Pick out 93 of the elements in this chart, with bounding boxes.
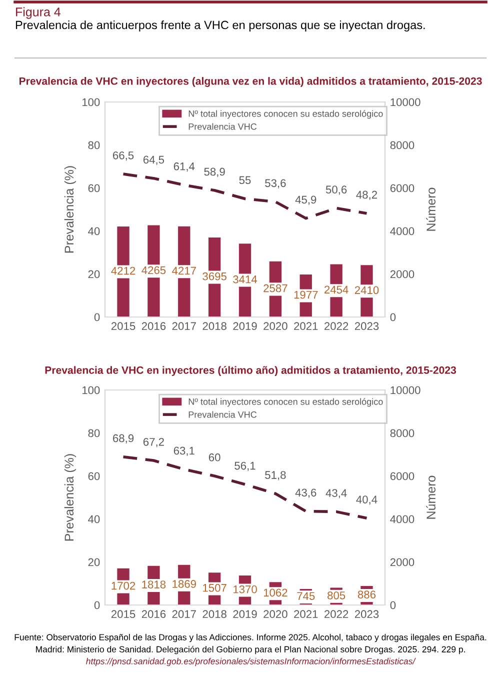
text: Madrid: Ministerio de Sanidad. Delegación del Gobierno para el Plan Nacional sobre Drogas. 2025. 294. 229 p. [36, 646, 465, 654]
y2-tick-label: 4000 [390, 515, 414, 524]
data-label: 1062 [264, 588, 288, 597]
y2-tick-label: 0 [390, 313, 396, 322]
data-label: 1977 [294, 290, 318, 299]
data-label: 1702 [112, 582, 136, 590]
text: https://pnsd.sanidad.gob.es/profesionales/sistemasInformacion/informesEstadisticas/ [86, 658, 416, 666]
legend-label: Prevalencia VHC [188, 123, 257, 130]
y2-tick-label: 8000 [390, 429, 414, 438]
x-tick-label: 2017 [172, 322, 196, 330]
data-label: 4265 [142, 266, 166, 274]
data-label: 43,6 [295, 488, 316, 498]
legend-label: Nº total inyectores conocen su estado serológico [188, 110, 383, 119]
x-tick-label: 2020 [264, 322, 288, 330]
y2-tick-label: 10000 [390, 386, 420, 394]
source-note: Fuente: Observatorio Español de las Drogas y las Adicciones. Informe 2025. Alcohol, tabaco y drogas ilegales en España. [14, 634, 486, 642]
x-tick-label: 2022 [324, 322, 348, 330]
y-tick-label: 20 [88, 558, 100, 566]
y2-tick-label: 4000 [390, 227, 414, 236]
y-tick-label: 20 [88, 270, 100, 278]
y2-axis-title: Número [426, 476, 436, 519]
x-tick-label: 2016 [142, 322, 166, 330]
x-tick-label: 2023 [354, 610, 379, 618]
data-label: 745 [297, 592, 315, 600]
x-tick-label: 2016 [142, 610, 166, 618]
data-label: 2587 [264, 284, 288, 292]
data-label: 67,2 [143, 438, 164, 448]
y-tick-label: 40 [88, 515, 100, 524]
text: Figura 4 [16, 7, 60, 19]
y-axis-title: Prevalencia (%) [64, 454, 76, 541]
y2-tick-label: 2000 [390, 558, 414, 566]
y-tick-label: 100 [82, 98, 100, 106]
x-tick-label: 2021 [294, 610, 318, 618]
x-tick-label: 2023 [354, 322, 379, 330]
data-label: 3414 [233, 275, 258, 284]
y-tick-label: 100 [82, 386, 100, 394]
y-tick-label: 60 [88, 472, 100, 480]
data-label: 63,1 [174, 446, 194, 456]
data-label: 886 [358, 590, 376, 598]
y2-tick-label: 6000 [390, 472, 414, 480]
data-label: 53,6 [265, 179, 286, 188]
x-tick-label: 2020 [264, 610, 288, 618]
y2-tick-label: 8000 [390, 141, 414, 150]
data-label: 4217 [172, 266, 196, 275]
chart-title: Prevalencia de VHC en inyectores (alguna vez en la vida) admitidos a tratamiento, 2015-2023 [19, 77, 482, 87]
data-label: 2410 [354, 286, 379, 294]
y-tick-label: 0 [94, 601, 100, 610]
x-tick-label: 2022 [324, 610, 348, 618]
x-tick-label: 2017 [172, 610, 196, 618]
data-label: 64,5 [143, 156, 164, 165]
x-tick-label: 2021 [294, 322, 318, 330]
y2-tick-label: 2000 [390, 270, 414, 278]
data-label: 45,9 [295, 196, 316, 205]
data-label: 55 [239, 176, 251, 184]
y2-tick-label: 0 [390, 601, 396, 610]
data-label: 2454 [324, 286, 348, 294]
data-label: 3695 [202, 272, 226, 280]
data-label: 56,1 [234, 462, 256, 471]
text: Prevalencia de anticuerpos frente a VHC en personas que se inyectan drogas. [16, 20, 425, 32]
x-tick-label: 2015 [111, 610, 136, 618]
data-label: 1818 [142, 580, 166, 588]
legend-label: Nº total inyectores conocen su estado serológico [188, 398, 383, 407]
x-tick-label: 2019 [233, 610, 257, 618]
y-tick-label: 80 [88, 429, 100, 438]
data-label: 805 [328, 591, 346, 600]
y-tick-label: 60 [88, 184, 100, 192]
legend-label: Prevalencia VHC [188, 411, 257, 418]
x-tick-label: 2018 [202, 610, 226, 618]
data-label: 1869 [172, 580, 196, 588]
y2-tick-label: 10000 [390, 98, 420, 106]
data-label: 43,4 [326, 489, 347, 498]
data-label: 40,4 [356, 496, 378, 505]
data-label: 51,8 [265, 471, 286, 480]
data-label: 68,9 [113, 434, 134, 444]
y-tick-label: 40 [88, 227, 100, 236]
data-label: 4212 [111, 266, 136, 275]
chart-title: Prevalencia de VHC en inyectores (último año) admitidos a tratamiento, 2015-2023 [45, 366, 456, 376]
y-axis-title: Prevalencia (%) [64, 166, 76, 253]
x-tick-label: 2019 [233, 322, 257, 330]
data-label: 50,6 [326, 186, 347, 195]
y2-axis-title: Número [426, 188, 436, 231]
x-tick-label: 2018 [202, 322, 226, 330]
data-label: 60 [208, 453, 220, 462]
data-label: 1507 [203, 584, 226, 592]
data-label: 61,4 [174, 162, 195, 172]
data-label: 66,5 [113, 151, 134, 161]
x-tick-label: 2015 [111, 322, 136, 330]
data-label: 1370 [233, 585, 257, 594]
y2-tick-label: 6000 [390, 184, 414, 192]
data-label: 48,2 [356, 190, 377, 200]
y-tick-label: 80 [88, 141, 100, 150]
y-tick-label: 0 [94, 313, 100, 322]
data-label: 58,9 [204, 168, 225, 177]
